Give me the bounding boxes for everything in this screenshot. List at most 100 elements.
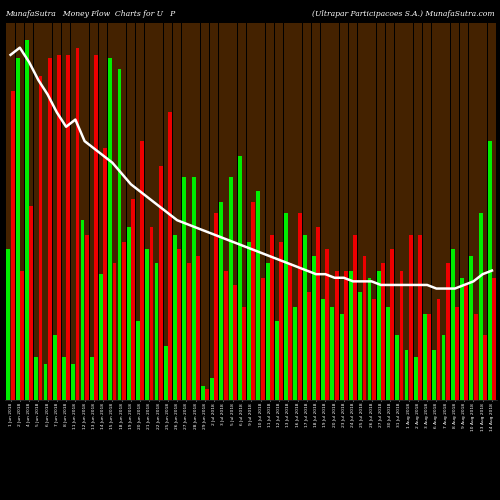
Bar (414, 357, 418, 400)
Bar (252, 202, 256, 400)
Bar (344, 270, 348, 400)
Bar (62, 357, 66, 400)
Bar (284, 22, 292, 400)
Bar (247, 22, 256, 400)
Bar (321, 22, 330, 400)
Bar (446, 264, 450, 400)
Bar (316, 228, 320, 400)
Bar (358, 292, 362, 400)
Bar (307, 292, 311, 400)
Bar (131, 198, 135, 400)
Bar (201, 386, 205, 400)
Bar (200, 22, 209, 400)
Bar (284, 213, 288, 400)
Bar (368, 22, 376, 400)
Bar (330, 22, 339, 400)
Bar (228, 177, 232, 400)
Bar (192, 22, 200, 400)
Bar (260, 278, 264, 400)
Bar (224, 270, 228, 400)
Bar (256, 192, 260, 400)
Bar (470, 256, 473, 400)
Bar (368, 278, 372, 400)
Bar (409, 234, 412, 400)
Bar (6, 22, 15, 400)
Bar (186, 264, 190, 400)
Bar (108, 58, 112, 400)
Bar (126, 22, 135, 400)
Bar (34, 22, 42, 400)
Bar (349, 22, 358, 400)
Bar (238, 156, 242, 400)
Bar (80, 22, 89, 400)
Bar (182, 22, 190, 400)
Text: MunafaSutra   Money Flow  Charts for U   P: MunafaSutra Money Flow Charts for U P (5, 10, 175, 18)
Bar (478, 213, 482, 400)
Bar (196, 256, 200, 400)
Bar (340, 22, 348, 400)
Bar (451, 249, 454, 400)
Bar (238, 22, 246, 400)
Bar (381, 264, 385, 400)
Bar (386, 22, 394, 400)
Bar (168, 112, 172, 400)
Bar (99, 274, 103, 400)
Bar (330, 306, 334, 400)
Bar (16, 22, 24, 400)
Bar (242, 306, 246, 400)
Bar (354, 234, 357, 400)
Bar (228, 22, 237, 400)
Bar (99, 22, 108, 400)
Bar (358, 22, 366, 400)
Bar (340, 314, 344, 400)
Bar (279, 242, 283, 400)
Bar (112, 264, 116, 400)
Bar (136, 22, 144, 400)
Bar (136, 321, 140, 400)
Bar (432, 350, 436, 400)
Bar (377, 270, 380, 400)
Bar (76, 48, 80, 400)
Bar (312, 256, 316, 400)
Bar (266, 264, 270, 400)
Bar (492, 278, 496, 400)
Bar (159, 166, 162, 400)
Bar (72, 364, 75, 400)
Bar (122, 242, 126, 400)
Bar (390, 249, 394, 400)
Bar (294, 306, 298, 400)
Bar (118, 22, 126, 400)
Bar (478, 22, 487, 400)
Bar (210, 378, 214, 400)
Bar (400, 270, 404, 400)
Bar (423, 314, 427, 400)
Bar (178, 249, 182, 400)
Bar (52, 22, 61, 400)
Bar (386, 306, 390, 400)
Bar (326, 249, 330, 400)
Bar (150, 228, 154, 400)
Bar (80, 220, 84, 400)
Bar (247, 242, 251, 400)
Bar (173, 22, 182, 400)
Bar (483, 336, 487, 400)
Bar (288, 264, 292, 400)
Bar (488, 22, 496, 400)
Bar (220, 202, 224, 400)
Bar (302, 234, 306, 400)
Bar (10, 91, 14, 400)
Bar (154, 22, 163, 400)
Bar (16, 58, 20, 400)
Bar (442, 22, 450, 400)
Bar (362, 256, 366, 400)
Bar (414, 22, 422, 400)
Bar (266, 22, 274, 400)
Bar (312, 22, 320, 400)
Bar (53, 336, 56, 400)
Bar (488, 141, 492, 400)
Bar (210, 22, 218, 400)
Bar (25, 22, 34, 400)
Bar (214, 213, 218, 400)
Bar (460, 278, 464, 400)
Bar (418, 234, 422, 400)
